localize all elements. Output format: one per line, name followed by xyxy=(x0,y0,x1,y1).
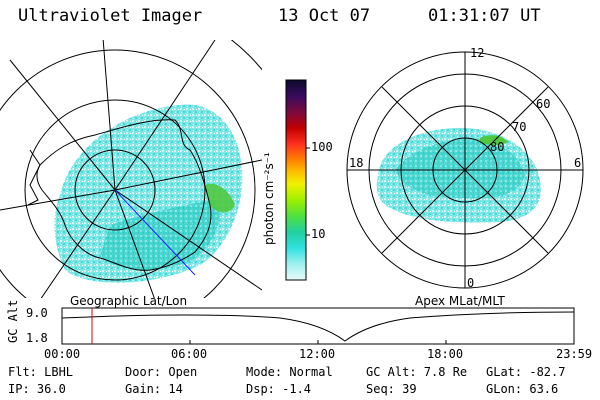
meridians xyxy=(0,40,262,298)
mlt-label-12: 12 xyxy=(470,46,485,60)
altitude-ylabel: GC Alt xyxy=(6,299,20,343)
app-title: Ultraviolet Imager xyxy=(18,6,203,26)
altitude-curve xyxy=(61,311,575,342)
coastline xyxy=(36,119,212,271)
colorbar xyxy=(285,79,307,281)
xtick-0600: 06:00 xyxy=(171,347,208,361)
xtick-1800: 18:00 xyxy=(427,347,464,361)
right-panel-label: Apex MLat/MLT xyxy=(415,294,505,308)
info-gain: Gain: 14 xyxy=(125,382,183,396)
altitude-ytick-1-8: 1.8 xyxy=(26,331,48,345)
left-panel-label: Geographic Lat/Lon xyxy=(70,294,188,308)
mlat-label-70: 70 xyxy=(512,120,527,134)
info-dsp: Dsp: -1.4 xyxy=(246,382,312,396)
xtick-0000: 00:00 xyxy=(44,347,81,361)
info-flt: Flt: LBHL xyxy=(8,365,74,379)
info-gcalt: GC Alt: 7.8 Re xyxy=(366,365,468,379)
mlt-lines xyxy=(347,52,583,288)
mlt-label-6: 6 xyxy=(574,156,582,170)
colorbar-tick-100: 100 xyxy=(311,140,333,154)
altitude-plot xyxy=(61,307,575,345)
colorbar-unit-label: photon cm⁻²s⁻¹ xyxy=(262,152,276,245)
mlt-label-18: 18 xyxy=(349,156,364,170)
xtick-1200: 12:00 xyxy=(299,347,336,361)
mlat-label-80: 80 xyxy=(490,140,505,154)
time-label: 01:31:07 UT xyxy=(428,6,541,26)
colorbar-tick-10: 10 xyxy=(311,227,326,241)
colorbar-ticks xyxy=(306,147,310,236)
info-glon: GLon: 63.6 xyxy=(486,382,559,396)
latitude-circles xyxy=(0,40,262,298)
mlat-label-60: 60 xyxy=(536,97,551,111)
altitude-ytick-9: 9.0 xyxy=(26,306,48,320)
info-seq: Seq: 39 xyxy=(366,382,417,396)
info-glat: GLat: -82.7 xyxy=(486,365,566,379)
geographic-map xyxy=(0,40,262,298)
polar-map xyxy=(346,51,584,289)
info-door: Door: Open xyxy=(125,365,198,379)
mlt-label-0: 0 xyxy=(467,276,475,290)
date-label: 13 Oct 07 xyxy=(278,6,371,26)
track-line xyxy=(114,189,196,276)
info-ip: IP: 36.0 xyxy=(8,382,66,396)
info-mode: Mode: Normal xyxy=(246,365,333,379)
xtick-2359: 23:59 xyxy=(556,347,593,361)
